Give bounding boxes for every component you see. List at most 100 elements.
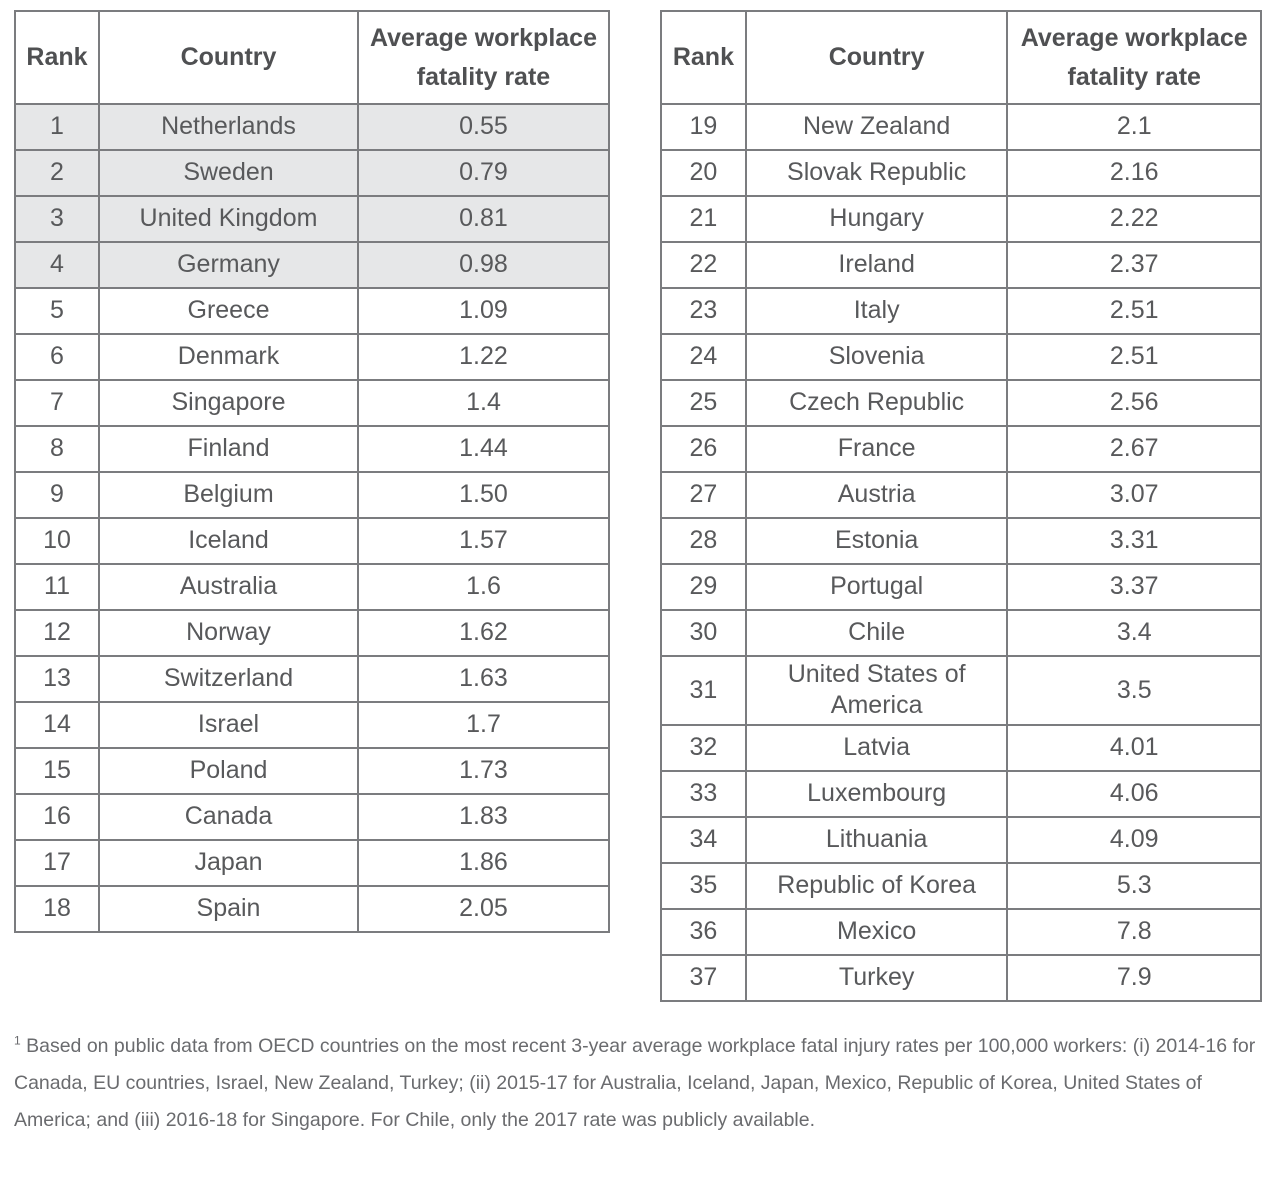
rank-cell: 4 — [14, 241, 100, 289]
table-row: 7 Singapore 1.4 — [14, 379, 610, 427]
country-cell: Belgium — [98, 471, 359, 519]
rank-cell: 2 — [14, 149, 100, 197]
table-row: 2 Sweden 0.79 — [14, 149, 610, 197]
country-cell: Czech Republic — [744, 379, 1009, 427]
country-cell: Lithuania — [744, 815, 1009, 864]
country-cell: Ireland — [744, 241, 1009, 289]
rate-cell: 1.4 — [357, 379, 610, 427]
rank-cell: 11 — [14, 563, 100, 611]
rate-cell: 4.09 — [1006, 815, 1262, 864]
column-header-country: Country — [744, 10, 1009, 105]
rate-cell: 0.81 — [357, 195, 610, 243]
table-row: 14 Israel 1.7 — [14, 701, 610, 749]
table-row: 27 Austria 3.07 — [660, 471, 1262, 519]
country-cell: Austria — [744, 471, 1009, 519]
column-header-fatality-rate: Average workplace fatality rate — [1006, 10, 1262, 105]
table-row: 11 Australia 1.6 — [14, 563, 610, 611]
rank-cell: 12 — [14, 609, 100, 657]
rank-cell: 15 — [14, 747, 100, 795]
rate-cell: 3.31 — [1006, 517, 1262, 565]
table-row: 20 Slovak Republic 2.16 — [660, 149, 1262, 197]
tables-container: Rank Country Average workplace fatality … — [14, 10, 1262, 1002]
country-cell: Sweden — [98, 149, 359, 197]
rate-cell: 1.7 — [357, 701, 610, 749]
country-cell: Switzerland — [98, 655, 359, 703]
rank-cell: 33 — [660, 769, 747, 818]
rate-cell: 0.98 — [357, 241, 610, 289]
table-row: 26 France 2.67 — [660, 425, 1262, 473]
rank-cell: 28 — [660, 517, 747, 565]
rate-cell: 4.06 — [1006, 769, 1262, 818]
table-row: 18 Spain 2.05 — [14, 885, 610, 933]
rate-cell: 1.50 — [357, 471, 610, 519]
country-cell: France — [744, 425, 1009, 473]
table-row: 9 Belgium 1.50 — [14, 471, 610, 519]
table-row: 22 Ireland 2.37 — [660, 241, 1262, 289]
rate-cell: 1.63 — [357, 655, 610, 703]
table-row: 15 Poland 1.73 — [14, 747, 610, 795]
rate-cell: 2.56 — [1006, 379, 1262, 427]
rank-cell: 3 — [14, 195, 100, 243]
table-row: 19 New Zealand 2.1 — [660, 103, 1262, 151]
rank-cell: 9 — [14, 471, 100, 519]
rate-cell: 1.62 — [357, 609, 610, 657]
table-row: 35 Republic of Korea 5.3 — [660, 861, 1262, 910]
rate-cell: 3.07 — [1006, 471, 1262, 519]
table-row: 23 Italy 2.51 — [660, 287, 1262, 335]
rate-cell: 3.37 — [1006, 563, 1262, 611]
country-cell: Denmark — [98, 333, 359, 381]
table-row: 3 United Kingdom 0.81 — [14, 195, 610, 243]
rate-cell: 7.8 — [1006, 907, 1262, 956]
column-header-fatality-rate: Average workplace fatality rate — [357, 10, 610, 105]
country-cell: Germany — [98, 241, 359, 289]
table-row: 4 Germany 0.98 — [14, 241, 610, 289]
table-row: 25 Czech Republic 2.56 — [660, 379, 1262, 427]
rate-cell: 2.51 — [1006, 333, 1262, 381]
table-row: 33 Luxembourg 4.06 — [660, 769, 1262, 818]
table-row: 29 Portugal 3.37 — [660, 563, 1262, 611]
fatality-rate-table-left: Rank Country Average workplace fatality … — [14, 10, 610, 933]
country-cell: Greece — [98, 287, 359, 335]
rank-cell: 17 — [14, 839, 100, 887]
country-cell: Republic of Korea — [744, 861, 1009, 910]
rate-cell: 4.01 — [1006, 723, 1262, 772]
country-cell: Netherlands — [98, 103, 359, 151]
rate-cell: 1.86 — [357, 839, 610, 887]
country-cell: Finland — [98, 425, 359, 473]
column-header-rank: Rank — [660, 10, 747, 105]
rate-cell: 0.55 — [357, 103, 610, 151]
table-row: 24 Slovenia 2.51 — [660, 333, 1262, 381]
rate-cell: 2.22 — [1006, 195, 1262, 243]
rank-cell: 25 — [660, 379, 747, 427]
country-cell: Canada — [98, 793, 359, 841]
table-row: 12 Norway 1.62 — [14, 609, 610, 657]
rate-cell: 2.37 — [1006, 241, 1262, 289]
rank-cell: 1 — [14, 103, 100, 151]
rank-cell: 8 — [14, 425, 100, 473]
table-header-row: Rank Country Average workplace fatality … — [660, 10, 1262, 105]
country-cell: United States of America — [744, 655, 1009, 726]
rate-cell: 1.83 — [357, 793, 610, 841]
country-cell: Hungary — [744, 195, 1009, 243]
fatality-rate-table-right: Rank Country Average workplace fatality … — [660, 10, 1262, 1002]
rank-cell: 37 — [660, 953, 747, 1002]
country-cell: Slovak Republic — [744, 149, 1009, 197]
country-cell: Iceland — [98, 517, 359, 565]
country-cell: Turkey — [744, 953, 1009, 1002]
rate-cell: 1.44 — [357, 425, 610, 473]
rank-cell: 18 — [14, 885, 100, 933]
rate-cell: 7.9 — [1006, 953, 1262, 1002]
rate-cell: 3.5 — [1006, 655, 1262, 726]
country-cell: Mexico — [744, 907, 1009, 956]
table-row: 5 Greece 1.09 — [14, 287, 610, 335]
table-row: 21 Hungary 2.22 — [660, 195, 1262, 243]
rank-cell: 16 — [14, 793, 100, 841]
rank-cell: 13 — [14, 655, 100, 703]
rank-cell: 24 — [660, 333, 747, 381]
column-header-country: Country — [98, 10, 359, 105]
table-row: 1 Netherlands 0.55 — [14, 103, 610, 151]
country-cell: Estonia — [744, 517, 1009, 565]
table-row: 37 Turkey 7.9 — [660, 953, 1262, 1002]
rank-cell: 30 — [660, 609, 747, 657]
rate-cell: 1.22 — [357, 333, 610, 381]
